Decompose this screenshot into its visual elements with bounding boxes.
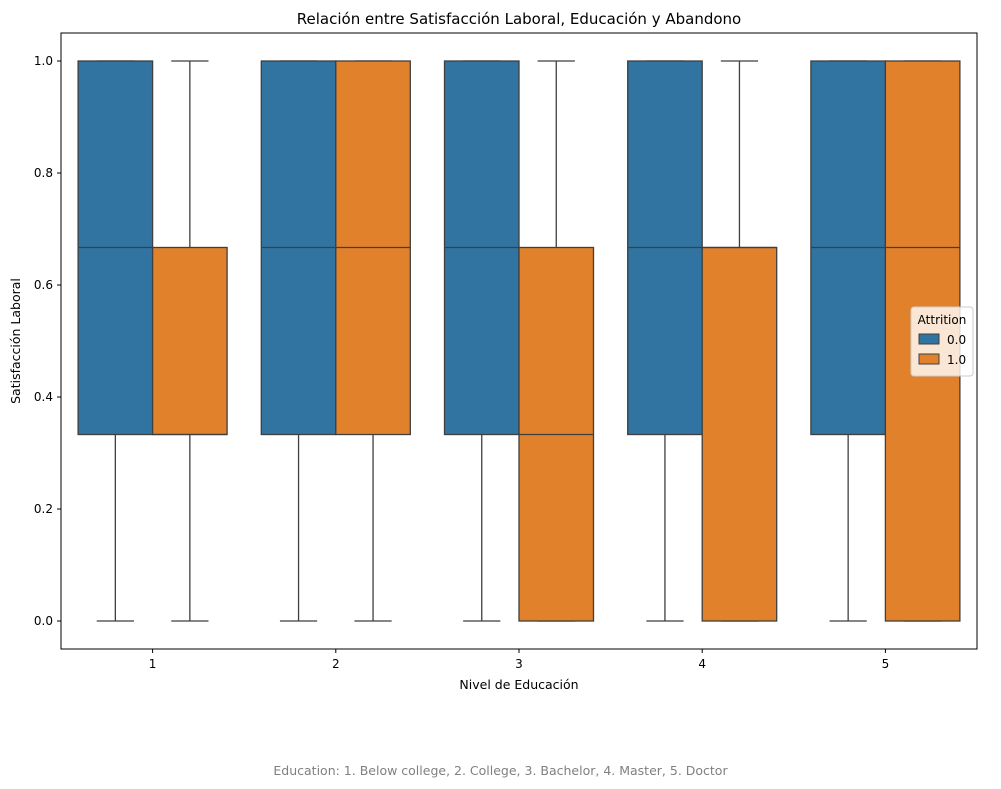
box-body	[151, 246, 228, 436]
chart-caption: Education: 1. Below college, 2. College,…	[273, 763, 728, 778]
x-tick-label: 2	[332, 657, 340, 671]
x-tick-label: 5	[882, 657, 890, 671]
box-body	[701, 246, 778, 622]
legend-title: Attrition	[918, 313, 967, 327]
box-4-series-0	[627, 60, 703, 622]
box-4-series-1	[701, 60, 778, 622]
y-tick-label: 0.0	[34, 614, 53, 628]
y-tick-label: 0.6	[34, 278, 53, 292]
legend-label: 1.0	[947, 353, 966, 367]
box-2-series-0	[260, 60, 337, 622]
y-tick-label: 1.0	[34, 54, 53, 68]
x-tick-label: 4	[698, 657, 706, 671]
box-3-series-0	[443, 60, 520, 622]
x-tick-label: 3	[515, 657, 523, 671]
box-1-series-0	[77, 60, 154, 622]
box-5-series-0	[810, 60, 887, 622]
chart-title: Relación entre Satisfacción Laboral, Edu…	[297, 10, 741, 28]
y-tick-label: 0.2	[34, 502, 53, 516]
legend-swatch	[918, 353, 940, 365]
x-axis-label: Nivel de Educación	[459, 677, 578, 692]
y-axis-label: Satisfacción Laboral	[8, 278, 23, 404]
y-tick-label: 0.8	[34, 166, 53, 180]
box-3-series-1	[518, 60, 595, 622]
legend-label: 0.0	[947, 333, 966, 347]
legend-swatch	[918, 333, 940, 345]
x-tick-label: 1	[149, 657, 157, 671]
legend: Attrition 0.0 1.0	[910, 306, 974, 377]
y-tick-label: 0.4	[34, 390, 53, 404]
box-1-series-1	[151, 60, 228, 622]
box-2-series-1	[335, 60, 411, 622]
